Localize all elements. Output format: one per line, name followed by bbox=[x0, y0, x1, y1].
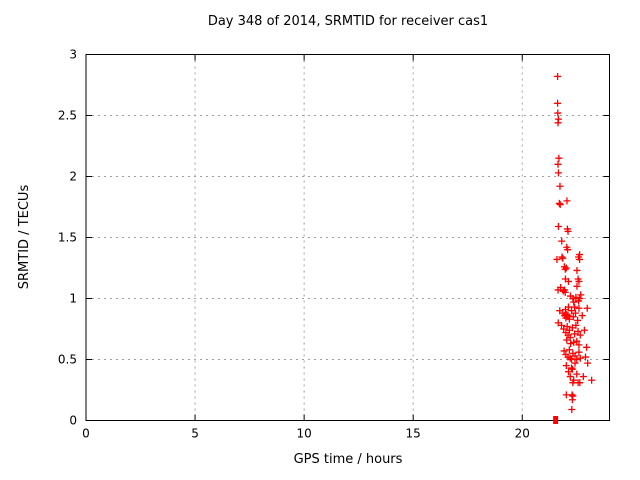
data-point bbox=[562, 362, 570, 370]
x-tick-label: 15 bbox=[406, 427, 421, 441]
data-point bbox=[564, 246, 572, 254]
data-point bbox=[561, 288, 569, 296]
x-axis-label: GPS time / hours bbox=[293, 452, 403, 467]
data-point bbox=[584, 359, 592, 367]
x-tick-label: 0 bbox=[82, 427, 90, 441]
data-point bbox=[573, 266, 581, 274]
data-point bbox=[574, 316, 582, 324]
data-point bbox=[570, 338, 578, 346]
data-point bbox=[554, 160, 562, 168]
data-point bbox=[583, 343, 591, 351]
y-tick-label: 2.5 bbox=[58, 109, 77, 123]
data-point bbox=[573, 282, 581, 290]
data-point bbox=[575, 348, 583, 356]
chart-title: Day 348 of 2014, SRMTID for receiver cas… bbox=[207, 14, 489, 29]
y-tick-label: 3 bbox=[69, 48, 77, 62]
data-point bbox=[576, 331, 584, 339]
data-point bbox=[568, 307, 576, 315]
data-point bbox=[554, 72, 562, 80]
x-tick-label: 10 bbox=[296, 427, 311, 441]
data-point bbox=[570, 376, 578, 384]
data-point bbox=[554, 99, 562, 107]
data-point-square bbox=[553, 416, 559, 424]
data-point bbox=[564, 312, 572, 320]
data-point bbox=[558, 253, 566, 261]
data-point bbox=[570, 298, 578, 306]
data-point bbox=[580, 326, 588, 334]
data-point bbox=[579, 373, 587, 381]
data-point bbox=[568, 364, 576, 372]
data-point bbox=[569, 295, 577, 302]
data-point bbox=[559, 254, 567, 262]
data-point bbox=[572, 321, 580, 329]
data-point bbox=[574, 327, 582, 335]
data-point bbox=[576, 295, 584, 302]
data-point bbox=[554, 109, 562, 117]
x-tick-label: 5 bbox=[191, 427, 199, 441]
data-point bbox=[571, 309, 579, 317]
data-point bbox=[576, 255, 584, 263]
data-point bbox=[576, 379, 584, 387]
data-point bbox=[565, 315, 573, 323]
data-point bbox=[561, 265, 569, 273]
data-point bbox=[573, 370, 581, 378]
data-point bbox=[573, 337, 581, 345]
data-point bbox=[563, 336, 571, 344]
y-tick-label: 1.5 bbox=[58, 231, 77, 245]
data-point bbox=[562, 264, 570, 272]
data-point bbox=[571, 303, 579, 311]
data-point bbox=[568, 406, 576, 414]
data-point bbox=[564, 277, 572, 285]
data-point bbox=[563, 310, 571, 318]
data-point bbox=[573, 356, 581, 363]
data-point bbox=[556, 201, 564, 209]
data-point bbox=[554, 223, 562, 231]
data-point bbox=[557, 284, 565, 292]
data-point bbox=[555, 199, 563, 207]
data-point bbox=[554, 119, 562, 127]
data-point bbox=[577, 291, 585, 299]
data-point bbox=[560, 347, 568, 355]
data-point bbox=[582, 353, 590, 361]
data-point bbox=[565, 346, 573, 354]
data-point bbox=[568, 365, 576, 373]
data-point bbox=[554, 169, 562, 177]
data-point bbox=[553, 255, 561, 263]
data-point bbox=[572, 293, 580, 301]
data-point bbox=[567, 340, 575, 348]
data-point bbox=[566, 373, 574, 381]
data-point bbox=[555, 154, 563, 162]
y-tick-label: 2 bbox=[69, 170, 77, 184]
y-tick-label: 1 bbox=[69, 292, 77, 306]
data-point bbox=[561, 305, 569, 313]
data-point bbox=[576, 354, 584, 362]
y-tick-label: 0 bbox=[69, 414, 77, 428]
data-point bbox=[558, 237, 566, 245]
y-tick-label: 0.5 bbox=[58, 353, 77, 367]
data-point bbox=[563, 197, 571, 205]
data-point bbox=[571, 359, 579, 367]
x-tick-label: 20 bbox=[515, 427, 530, 441]
data-point bbox=[575, 341, 583, 349]
data-point bbox=[563, 323, 571, 331]
data-point bbox=[564, 227, 572, 235]
data-point bbox=[575, 277, 583, 285]
data-point bbox=[556, 182, 564, 190]
data-point bbox=[575, 304, 583, 312]
data-point bbox=[588, 376, 596, 384]
data-point bbox=[568, 396, 576, 404]
data-point bbox=[569, 313, 577, 321]
data-point bbox=[566, 354, 574, 362]
data-point bbox=[578, 312, 586, 320]
data-point bbox=[564, 368, 572, 376]
data-point bbox=[558, 321, 566, 329]
data-point bbox=[583, 304, 591, 312]
data-point bbox=[571, 352, 579, 360]
